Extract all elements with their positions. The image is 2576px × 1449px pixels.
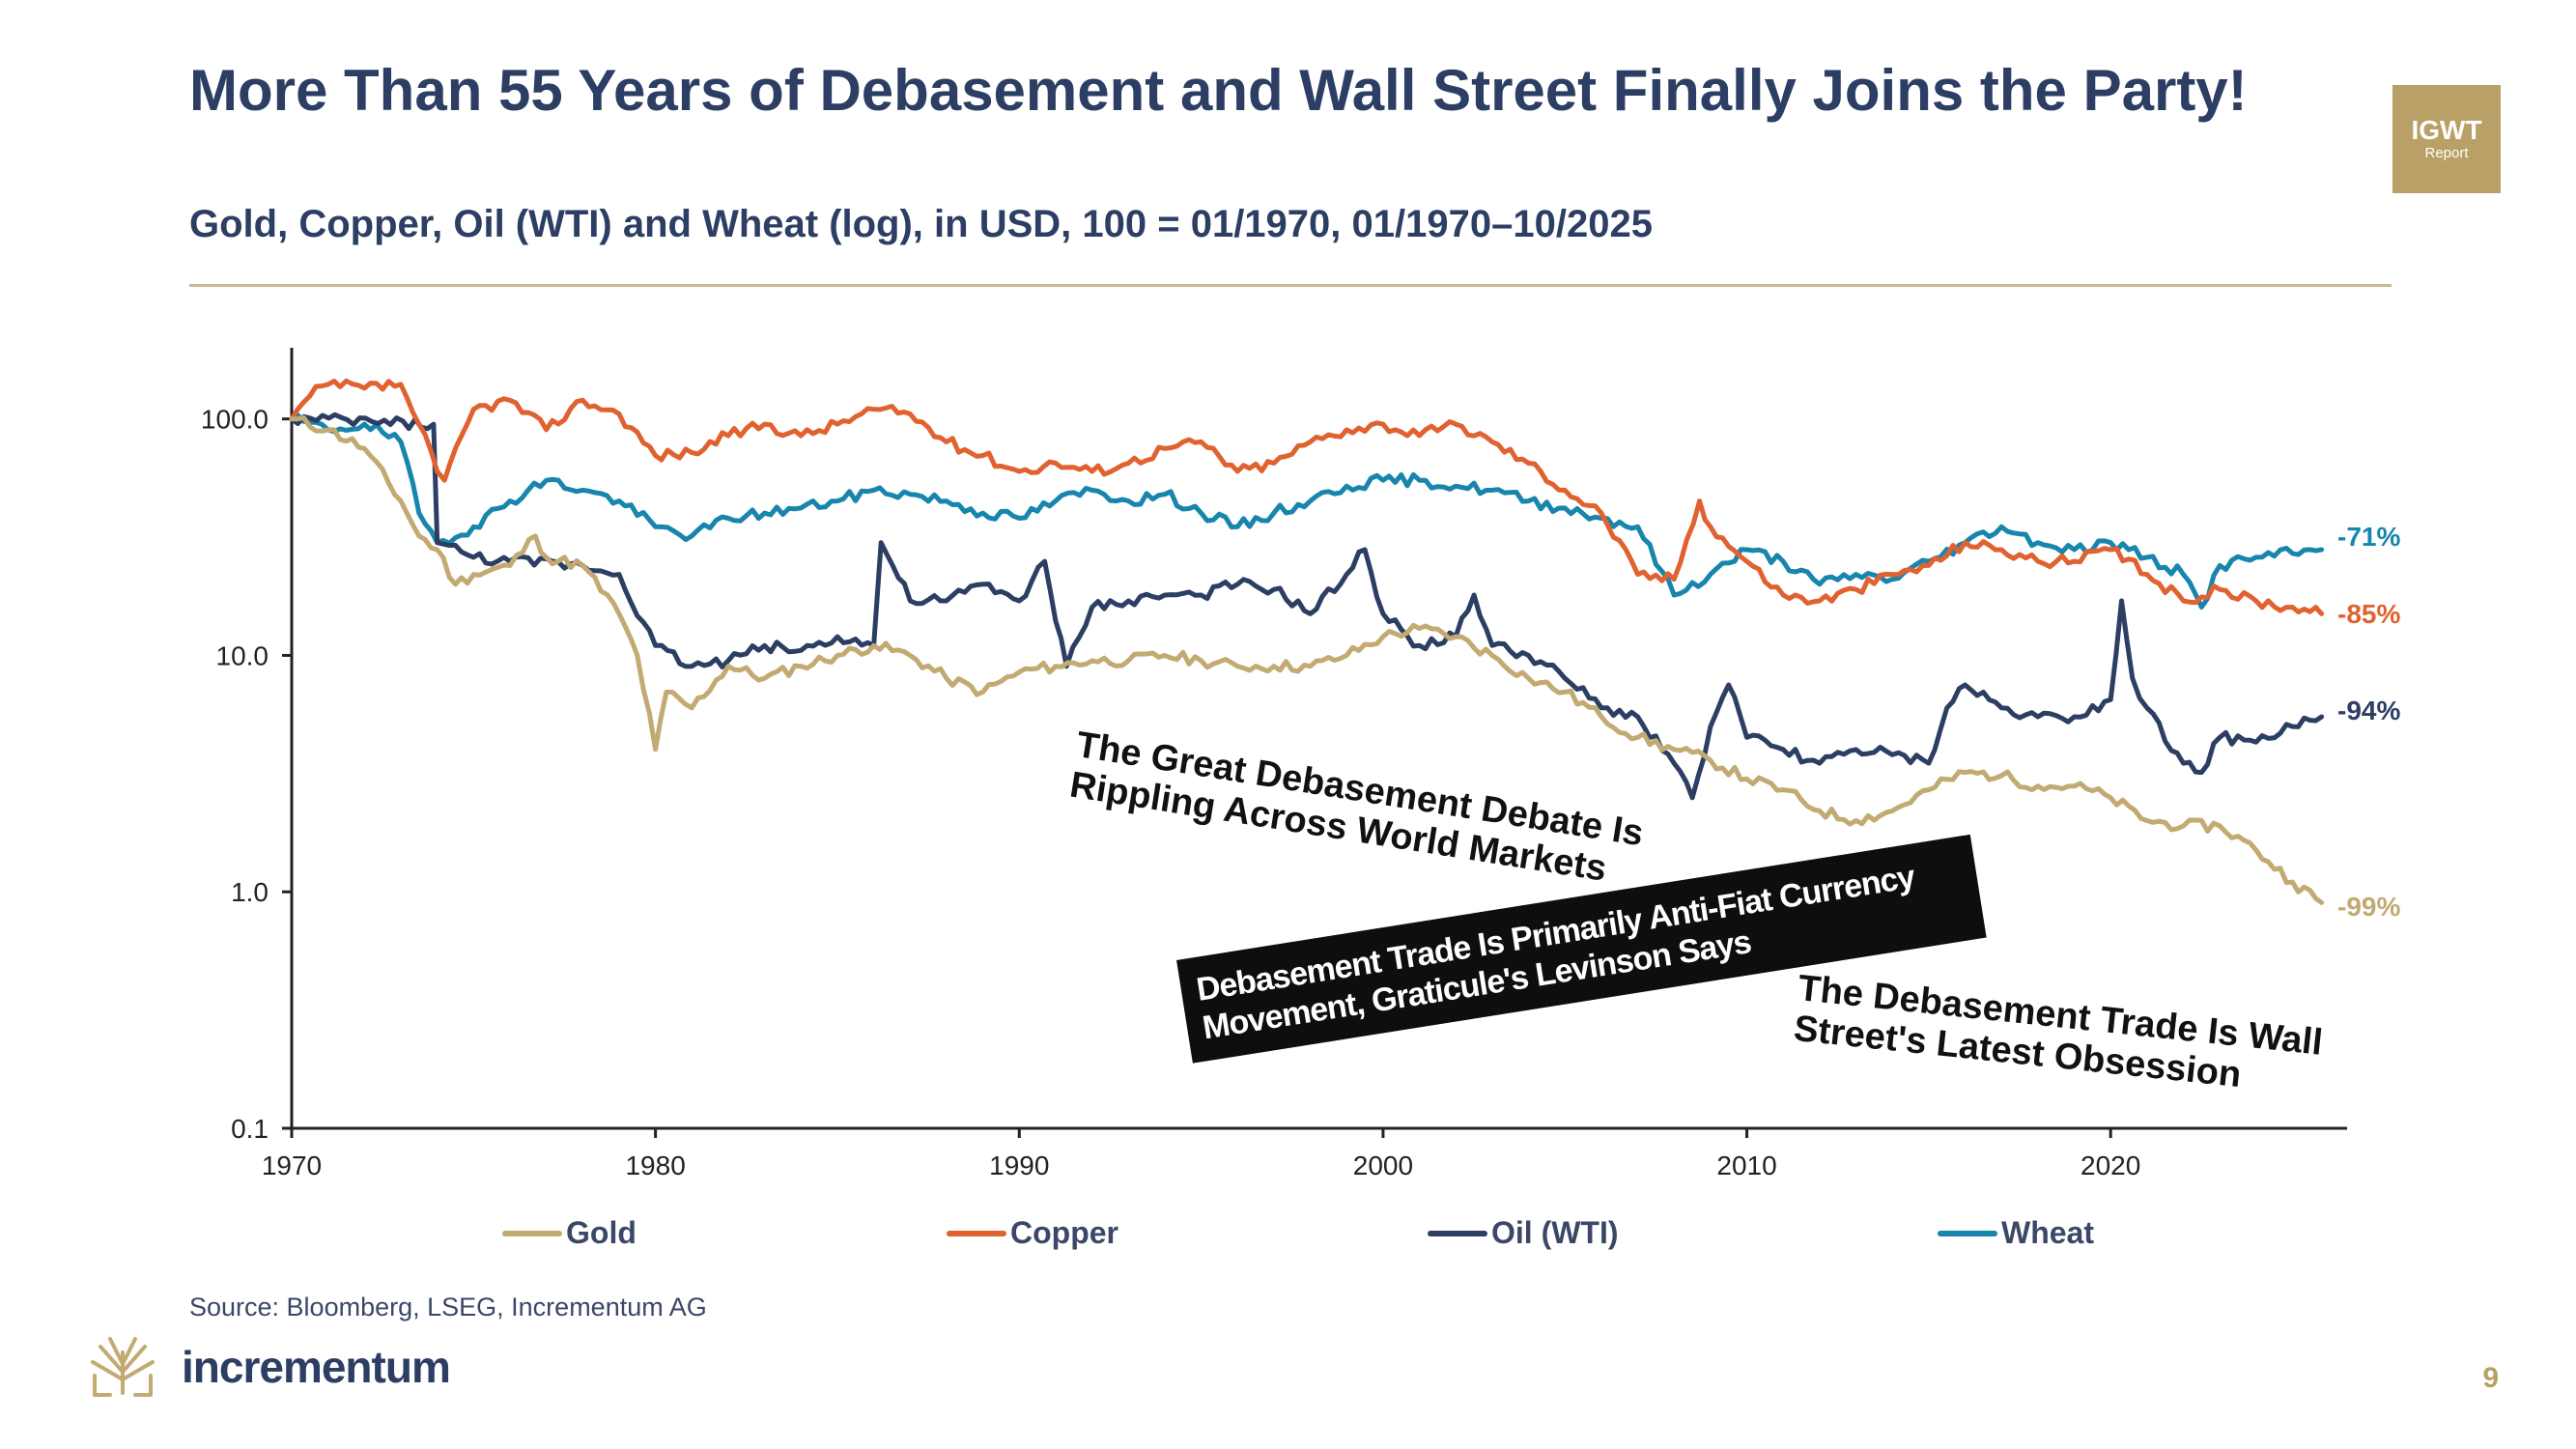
legend-item-oil: Oil (WTI)	[1428, 1215, 1619, 1251]
x-tick-label: 1980	[625, 1151, 685, 1180]
chart-legend: Gold Copper Oil (WTI) Wheat	[0, 1215, 2576, 1264]
series-line-gold	[289, 415, 2325, 905]
legend-label-oil: Oil (WTI)	[1491, 1215, 1619, 1250]
line-chart: 100.0 10.0 1.0 0.1 1970 1980 1990 2000 2010 2020 -…	[201, 348, 2400, 1180]
series-line-wheat	[289, 412, 2325, 610]
chart-subtitle: Gold, Copper, Oil (WTI) and Wheat (log),…	[189, 203, 1653, 245]
x-tick-label: 1970	[262, 1151, 322, 1180]
legend-swatch-wheat	[1938, 1230, 1997, 1236]
x-tick-label: 1990	[989, 1151, 1049, 1180]
x-tick-label: 2000	[1353, 1151, 1413, 1180]
legend-label-copper: Copper	[1010, 1215, 1118, 1250]
legend-swatch-oil	[1428, 1230, 1487, 1236]
tree-logo-icon	[91, 1337, 155, 1397]
source-note: Source: Bloomberg, LSEG, Incrementum AG	[189, 1293, 707, 1321]
legend-label-wheat: Wheat	[2001, 1215, 2094, 1250]
badge-subtitle: Report	[2424, 145, 2469, 161]
y-tick-label: 0.1	[231, 1114, 269, 1144]
legend-item-gold: Gold	[502, 1215, 637, 1251]
logo-wordmark: incrementum	[182, 1342, 451, 1392]
legend-label-gold: Gold	[566, 1215, 637, 1250]
series-line-oil	[289, 412, 2325, 801]
legend-item-copper: Copper	[947, 1215, 1118, 1251]
x-tick-label: 2010	[1716, 1151, 1776, 1180]
legend-swatch-copper	[947, 1230, 1006, 1236]
header-divider	[189, 284, 2392, 287]
end-label-oil: -94%	[2337, 696, 2400, 725]
y-tick-label: 10.0	[216, 640, 269, 670]
incrementum-logo: incrementum	[89, 1333, 451, 1401]
igwt-report-badge: IGWT Report	[2392, 85, 2501, 193]
series-line-copper	[289, 378, 2325, 616]
legend-item-wheat: Wheat	[1938, 1215, 2094, 1251]
end-label-gold: -99%	[2337, 892, 2400, 922]
x-tick-label: 2020	[2081, 1151, 2140, 1180]
page-number: 9	[2482, 1362, 2499, 1394]
y-tick-label: 100.0	[201, 405, 269, 435]
end-label-wheat: -71%	[2337, 522, 2400, 552]
y-tick-label: 1.0	[231, 877, 269, 907]
end-label-copper: -85%	[2337, 599, 2400, 629]
legend-swatch-gold	[502, 1230, 562, 1236]
page-title: More Than 55 Years of Debasement and Wal…	[189, 58, 2248, 123]
badge-title: IGWT	[2411, 115, 2482, 145]
